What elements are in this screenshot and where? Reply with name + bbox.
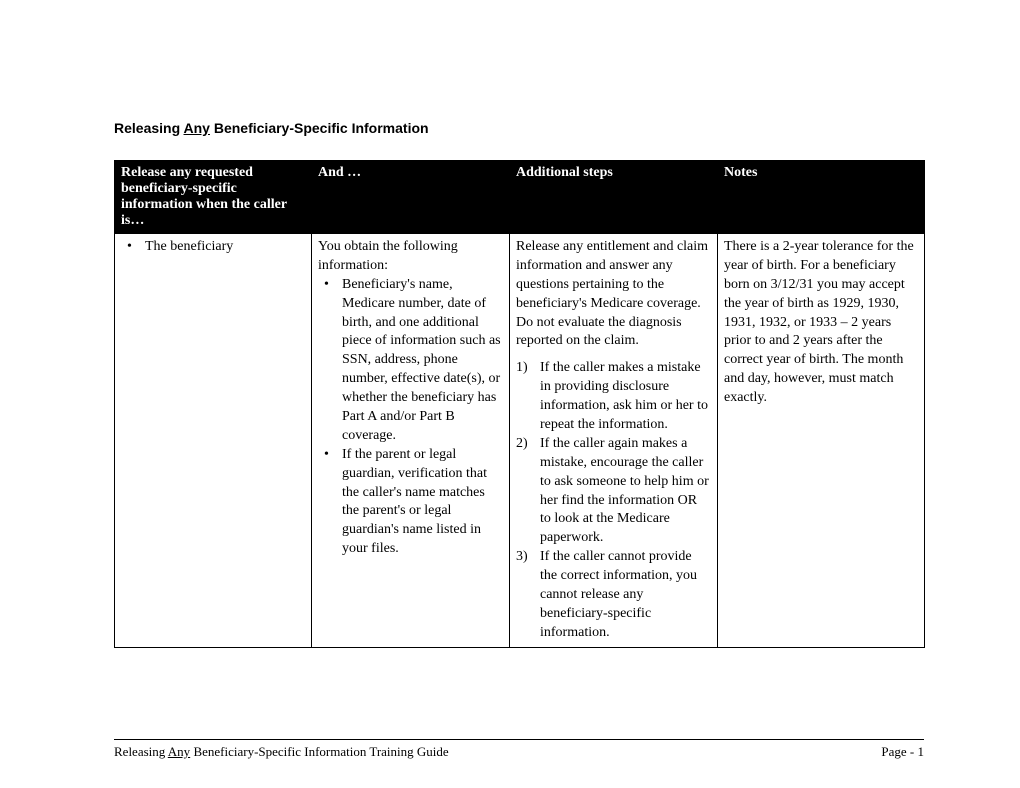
document-page: Releasing Any Beneficiary-Specific Infor… [0, 0, 1020, 648]
notes-text: There is a 2-year tolerance for the year… [724, 238, 918, 408]
footer-suffix: Beneficiary-Specific Information Trainin… [190, 744, 449, 759]
footer-title: Releasing Any Beneficiary-Specific Infor… [114, 744, 449, 760]
header-caller: Release any requested beneficiary-specif… [115, 161, 312, 234]
cell-caller: The beneficiary [115, 234, 312, 648]
footer-prefix: Releasing [114, 744, 168, 759]
title-prefix: Releasing [114, 120, 184, 136]
caller-bullet: The beneficiary [121, 238, 305, 257]
footer-page-number: Page - 1 [881, 744, 924, 760]
and-bullet-2: If the parent or legal guardian, verific… [318, 446, 503, 559]
and-bullet-1: Beneficiary's name, Medicare number, dat… [318, 276, 503, 446]
header-notes: Notes [718, 161, 925, 234]
step-3: If the caller cannot provide the correct… [516, 548, 711, 642]
steps-intro: Release any entitlement and claim inform… [516, 238, 711, 351]
and-intro: You obtain the following information: [318, 238, 503, 276]
header-additional-steps: Additional steps [510, 161, 718, 234]
cell-additional-steps: Release any entitlement and claim inform… [510, 234, 718, 648]
step-1: If the caller makes a mistake in providi… [516, 359, 711, 435]
info-table: Release any requested beneficiary-specif… [114, 160, 925, 648]
title-suffix: Beneficiary-Specific Information [210, 120, 429, 136]
page-title: Releasing Any Beneficiary-Specific Infor… [114, 120, 924, 136]
table-row: The beneficiary You obtain the following… [115, 234, 925, 648]
page-footer: Releasing Any Beneficiary-Specific Infor… [114, 739, 924, 760]
table-header-row: Release any requested beneficiary-specif… [115, 161, 925, 234]
header-and: And … [312, 161, 510, 234]
step-2: If the caller again makes a mistake, enc… [516, 435, 711, 548]
cell-notes: There is a 2-year tolerance for the year… [718, 234, 925, 648]
footer-underlined: Any [168, 744, 190, 759]
title-underlined: Any [184, 120, 210, 136]
cell-and: You obtain the following information: Be… [312, 234, 510, 648]
